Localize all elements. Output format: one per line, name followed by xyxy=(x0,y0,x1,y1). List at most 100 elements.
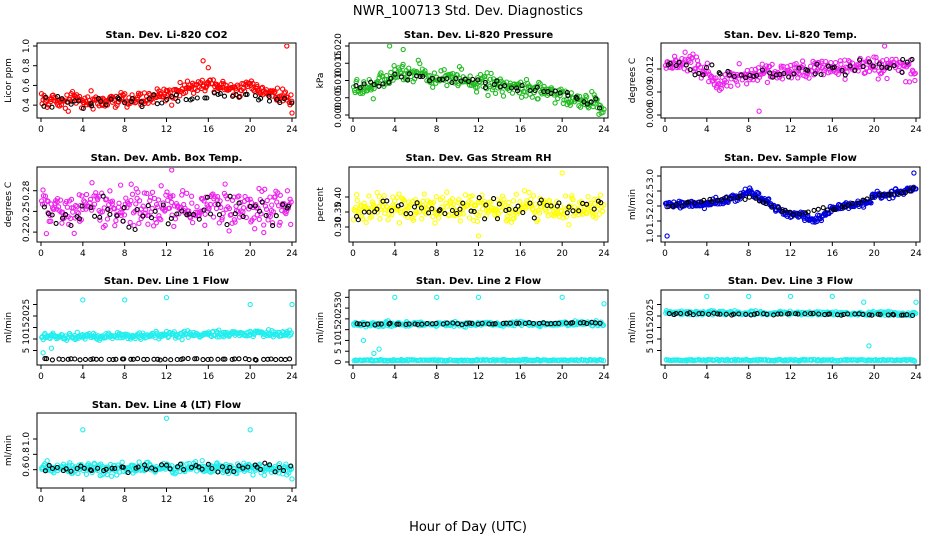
data-point xyxy=(868,200,874,206)
data-point xyxy=(136,459,142,465)
y-axis-label: Licor ppm xyxy=(4,58,14,103)
data-point xyxy=(355,217,361,223)
data-point xyxy=(261,472,267,478)
y-tick-label: 0.005 xyxy=(334,85,344,111)
data-point xyxy=(199,457,205,464)
data-point xyxy=(599,208,606,214)
x-tick-label: 16 xyxy=(203,372,215,382)
data-point xyxy=(699,311,705,317)
data-point xyxy=(683,62,689,68)
data-point xyxy=(475,77,481,83)
panel-8: Stan. Dev. Line 2 Flow ml/min 0 4 8 12 16 20 24 0… xyxy=(316,276,610,382)
data-point xyxy=(159,100,165,106)
data-point xyxy=(827,311,833,317)
data-point xyxy=(229,356,235,362)
x-axis-label: Hour of Day (UTC) xyxy=(409,520,527,535)
x-tick-label: 24 xyxy=(286,125,298,135)
outlier-point xyxy=(434,294,440,300)
data-point xyxy=(496,357,503,363)
data-point xyxy=(354,321,360,327)
data-point xyxy=(488,198,494,205)
data-point xyxy=(76,216,82,222)
outlier-point xyxy=(475,294,482,300)
data-point xyxy=(909,312,916,319)
data-point xyxy=(164,189,170,195)
data-point xyxy=(516,320,522,326)
data-point xyxy=(548,203,554,209)
outlier-point xyxy=(247,427,253,433)
outlier-point xyxy=(756,108,762,114)
data-point xyxy=(104,216,111,222)
data-point xyxy=(570,320,576,326)
y-tick-label: 0.25 xyxy=(22,201,32,221)
data-point xyxy=(205,356,211,363)
data-point xyxy=(376,83,382,89)
data-point xyxy=(199,77,205,83)
x-tick-label: 20 xyxy=(868,372,880,382)
data-point xyxy=(389,212,395,218)
data-point xyxy=(727,72,733,78)
data-point xyxy=(810,310,816,317)
data-point xyxy=(506,199,512,206)
data-point xyxy=(287,196,293,202)
points-layer xyxy=(39,415,295,482)
data-point xyxy=(231,217,238,223)
data-point xyxy=(403,321,409,328)
data-point xyxy=(429,75,435,81)
data-point xyxy=(264,197,270,204)
data-point xyxy=(289,100,295,106)
data-point xyxy=(87,200,93,206)
x-tick-label: 8 xyxy=(746,372,752,382)
data-point xyxy=(134,96,140,103)
data-point xyxy=(119,459,125,465)
data-point xyxy=(499,89,505,95)
data-point xyxy=(430,213,436,220)
data-point xyxy=(203,194,209,200)
outlier-point xyxy=(40,350,46,356)
data-point xyxy=(267,194,273,200)
data-point xyxy=(252,93,258,99)
data-point xyxy=(189,96,195,102)
data-point xyxy=(64,92,70,98)
y-axis-label: degrees C xyxy=(4,182,14,227)
data-point xyxy=(859,356,865,363)
data-point xyxy=(280,202,286,208)
data-point xyxy=(359,213,365,220)
data-point xyxy=(597,320,603,326)
data-point xyxy=(116,200,122,206)
data-point xyxy=(112,465,118,471)
data-point xyxy=(591,206,597,212)
data-point xyxy=(884,64,890,70)
outlier-point xyxy=(200,58,206,64)
data-point xyxy=(670,203,676,209)
x-tick-label: 0 xyxy=(662,125,668,135)
data-point xyxy=(288,463,294,469)
data-point xyxy=(811,207,817,213)
data-point xyxy=(593,215,599,221)
data-point xyxy=(261,356,267,362)
data-point xyxy=(266,98,273,104)
data-point xyxy=(419,216,425,222)
data-point xyxy=(526,189,532,196)
data-point xyxy=(683,357,689,363)
y-tick-label: 2.5 xyxy=(646,184,656,198)
data-point xyxy=(179,208,185,214)
data-point xyxy=(282,357,288,363)
data-point xyxy=(866,312,872,318)
x-tick-label: 20 xyxy=(556,249,568,259)
data-point xyxy=(552,88,558,94)
data-point xyxy=(190,212,196,218)
data-point xyxy=(194,95,200,101)
data-point xyxy=(267,462,273,468)
data-point xyxy=(449,196,456,202)
data-point xyxy=(144,190,150,197)
data-point xyxy=(860,204,867,210)
data-point xyxy=(72,356,78,362)
data-point xyxy=(88,207,95,213)
data-point xyxy=(184,212,190,218)
data-point xyxy=(479,320,485,326)
data-point xyxy=(433,357,439,364)
data-point xyxy=(830,207,836,213)
data-point xyxy=(272,194,278,200)
data-point xyxy=(690,51,696,57)
